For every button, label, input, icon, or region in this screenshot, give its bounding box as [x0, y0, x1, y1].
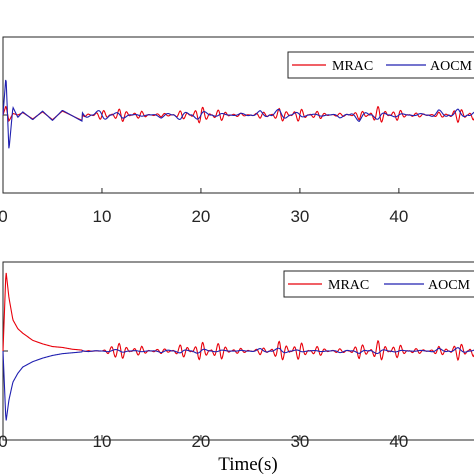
x-tick-label: 10	[93, 432, 112, 451]
x-tick-label: 20	[191, 432, 210, 451]
x-tick-label: 0	[0, 207, 8, 226]
x-ticks: 0 10 20 30 40	[0, 114, 408, 226]
x-tick-label: 40	[389, 207, 408, 226]
x-tick-label: 30	[290, 432, 309, 451]
legend: MRAC AOCM	[287, 51, 474, 79]
legend: MRAC AOCM	[283, 270, 474, 298]
x-ticks: 0 10 20 30 40	[0, 350, 408, 451]
series-line-mrac	[2, 105, 474, 124]
x-axis-label: Time(s)	[218, 454, 277, 474]
series-line-aocm	[2, 347, 474, 421]
x-tick-label: 10	[93, 207, 112, 226]
legend-label-mrac: MRAC	[332, 59, 373, 74]
x-tick-label: 0	[0, 432, 8, 451]
legend-label-aocm: AOCM	[428, 278, 471, 293]
x-tick-label: 40	[389, 432, 408, 451]
series-group	[2, 79, 474, 149]
series-line-aocm	[2, 79, 474, 149]
legend-label-mrac: MRAC	[328, 278, 369, 293]
x-tick-label: 20	[191, 207, 210, 226]
series-group	[2, 272, 474, 421]
chart-panel-top: 0 10 20 30 40 MRAC AOCM	[0, 36, 474, 226]
chart-panel-bottom: 0 10 20 30 40 MRAC AOCM Time(s)	[0, 261, 474, 474]
legend-label-aocm: AOCM	[430, 59, 473, 74]
x-tick-label: 30	[290, 207, 309, 226]
